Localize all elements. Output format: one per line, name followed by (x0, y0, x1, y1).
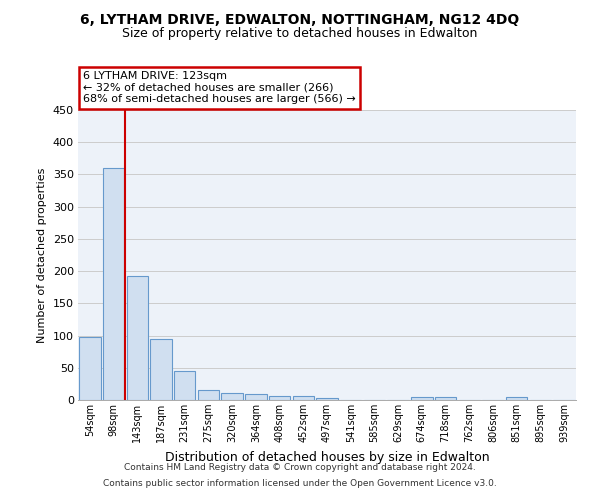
Bar (127, 276, 148, 400)
Text: 6 LYTHAM DRIVE: 123sqm
← 32% of detached houses are smaller (266)
68% of semi-de: 6 LYTHAM DRIVE: 123sqm ← 32% of detached… (83, 71, 356, 104)
Bar (316, 398, 338, 400)
Bar (221, 393, 243, 400)
Text: Contains HM Land Registry data © Crown copyright and database right 2024.: Contains HM Land Registry data © Crown c… (124, 464, 476, 472)
Bar (435, 397, 456, 400)
Bar (198, 390, 219, 400)
Bar (103, 168, 124, 400)
Bar (411, 397, 433, 400)
Bar (269, 396, 290, 400)
Y-axis label: Number of detached properties: Number of detached properties (37, 168, 47, 342)
Text: Contains public sector information licensed under the Open Government Licence v3: Contains public sector information licen… (103, 478, 497, 488)
Bar (293, 396, 314, 400)
Bar (174, 371, 196, 400)
Text: Size of property relative to detached houses in Edwalton: Size of property relative to detached ho… (122, 28, 478, 40)
Text: 6, LYTHAM DRIVE, EDWALTON, NOTTINGHAM, NG12 4DQ: 6, LYTHAM DRIVE, EDWALTON, NOTTINGHAM, N… (80, 12, 520, 26)
Bar (506, 398, 527, 400)
X-axis label: Distribution of detached houses by size in Edwalton: Distribution of detached houses by size … (164, 450, 490, 464)
Bar (245, 394, 266, 400)
Bar (151, 339, 172, 400)
Bar (79, 338, 101, 400)
